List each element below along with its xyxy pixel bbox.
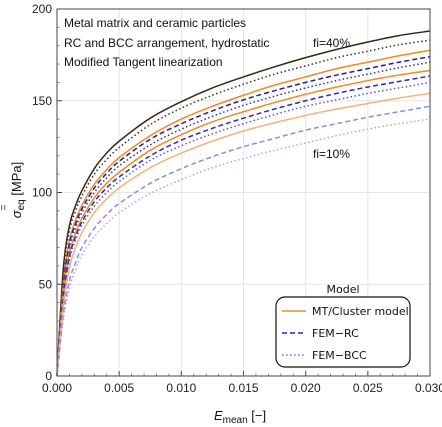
- annotation-line-3: Modified Tangent linearization: [64, 55, 223, 69]
- x-tick-label: 0.015: [228, 381, 258, 395]
- y-axis-title-group: σeq [MPa] ‾ ‾: [1, 162, 27, 219]
- y-axis-title: σeq [MPa]: [9, 162, 27, 219]
- x-tick-label: 0.020: [291, 381, 321, 395]
- legend-title: Model: [326, 283, 359, 296]
- series-line-fem-bcc-fi30: [56, 61, 431, 377]
- legend-label-rc: FEM−RC: [312, 327, 359, 340]
- y-axis-subscript: eq: [16, 199, 27, 210]
- series-line-fem-rc-fi20: [56, 75, 431, 377]
- series-line-mt-cluster-model-fi20: [56, 69, 431, 377]
- x-tick-label: 0.030: [415, 381, 442, 395]
- x-axis-symbol: E: [214, 408, 223, 423]
- x-axis-subscript: mean: [223, 415, 248, 426]
- y-tick-label: 0: [45, 369, 52, 383]
- series-line-fem-bcc-fi20: [56, 81, 431, 377]
- y-tick-label: 50: [39, 277, 53, 291]
- y-tick-label: 200: [32, 2, 52, 16]
- x-tick-label: 0.005: [104, 381, 134, 395]
- x-axis-unit: [−]: [248, 408, 266, 423]
- y-tick-label: 100: [32, 186, 52, 200]
- series-line-fem-rc-fi30: [56, 55, 431, 377]
- series-line-mt-cluster-model-fi30: [56, 49, 431, 377]
- x-tick-label: 0.010: [166, 381, 196, 395]
- legend-label-bcc: FEM−BCC: [312, 349, 367, 362]
- fraction-label-lower: fi=10%: [313, 147, 350, 161]
- legend-label-mt: MT/Cluster model: [312, 305, 409, 318]
- y-axis-symbol: σ: [9, 209, 24, 218]
- x-axis-title: Emean [−]: [214, 408, 266, 426]
- fraction-label-upper: fi=40%: [313, 36, 350, 50]
- x-tick-label: 0.025: [353, 381, 383, 395]
- x-tick-label: 0.000: [42, 381, 72, 395]
- y-axis-overbar-2: ‾: [1, 204, 12, 211]
- y-axis-unit: [MPa]: [9, 162, 24, 200]
- y-tick-label: 150: [32, 94, 52, 108]
- legend: Model MT/Cluster model FEM−RC FEM−BCC: [275, 283, 411, 368]
- series-line-fem-rc-fi10: [56, 105, 431, 377]
- ticks: 0.000 0.005 0.010 0.015 0.020 0.025 0.030 0 50 10…: [32, 2, 442, 395]
- annotation-line-1: Metal matrix and ceramic particles: [64, 16, 246, 30]
- legend-box: [275, 296, 411, 368]
- series-line-mt-cluster-model-fi10: [56, 92, 431, 377]
- y-axis-overbar: ‾: [4, 204, 15, 211]
- series-layer: [56, 30, 431, 377]
- series-line-mt-cluster-model-fi40: [56, 30, 431, 377]
- series-line-fem-bcc-fi10: [56, 118, 431, 377]
- annotation-line-2: RC and BCC arrangement, hydrostatic: [64, 36, 269, 50]
- annotation-block: Metal matrix and ceramic particles RC an…: [64, 16, 269, 69]
